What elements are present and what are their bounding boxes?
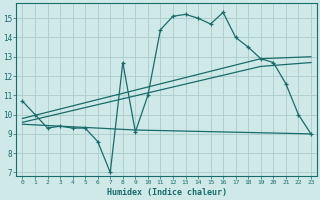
X-axis label: Humidex (Indice chaleur): Humidex (Indice chaleur) — [107, 188, 227, 197]
